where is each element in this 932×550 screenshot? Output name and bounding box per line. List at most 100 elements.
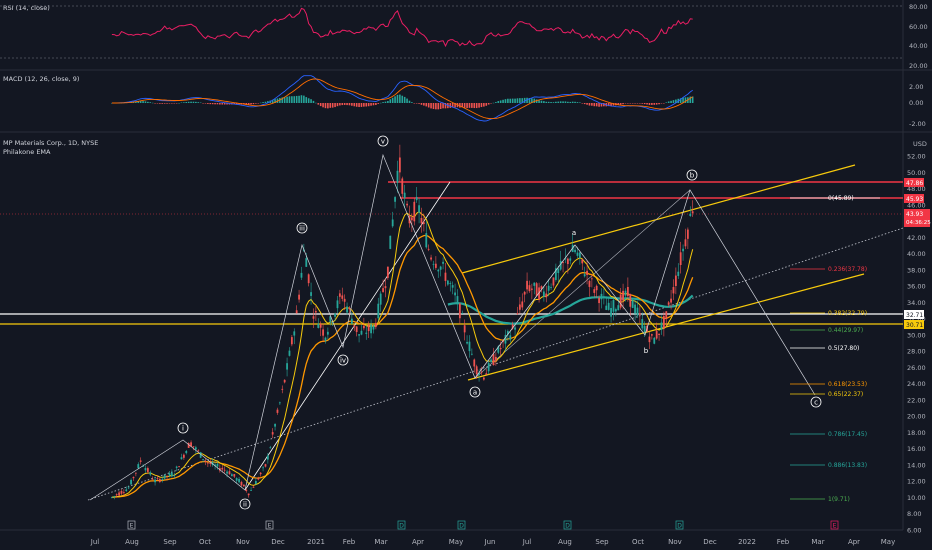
dividend-marker[interactable] [457,520,466,530]
rsi-tick: 20.00 [909,62,928,70]
channel-top-line[interactable] [461,164,856,274]
wave-label-iv: iv [340,357,346,365]
candle-body [338,293,341,297]
macd-bar [581,103,584,104]
candle-body [312,316,315,319]
macd-bar [420,103,423,105]
macd-bar [459,103,461,108]
macd-bar [607,103,610,107]
macd-bar [418,103,420,104]
wave-labels: i ii iii iv v a b c a b [177,135,822,510]
candle-body [497,346,500,353]
time-axis[interactable]: Jul Aug Sep Oct Nov Dec 2021 Feb Mar Apr May Jun Jul… [90,538,895,546]
dividend-marker[interactable] [563,520,572,530]
earnings-marker[interactable] [265,520,274,530]
candle-body [516,313,519,315]
macd-bar [295,95,298,103]
candle-body [425,233,428,248]
candle-body [290,337,293,345]
candle-body [538,287,540,300]
macd-bar [555,101,557,103]
wave-circle[interactable] [810,396,822,408]
macd-bar [567,101,569,103]
event-label: E [833,523,837,530]
candle-body [401,178,404,194]
dividend-marker[interactable] [397,520,406,530]
macd-bar [461,103,464,108]
wave-circle[interactable] [239,498,251,510]
macd-bar [219,103,221,105]
candle-body [499,347,502,350]
wave-circle[interactable] [337,354,349,366]
wave-circle[interactable] [177,422,189,434]
macd-bar [195,101,197,103]
macd-bar [533,98,536,103]
macd-bar [507,98,509,103]
candle-body [113,496,116,497]
macd-bar [197,102,200,103]
wave-circle[interactable] [686,169,698,181]
wave-label-v: v [381,138,385,146]
macd-bar [255,103,257,104]
macd-bar [382,102,384,103]
macd-bar [377,103,380,104]
wave-circle[interactable] [296,222,308,234]
candle-body [614,309,617,312]
macd-bar [111,103,113,104]
candle-body [262,467,264,469]
candle-body [182,454,185,458]
candle-body [593,289,596,293]
time-tick: Dec [271,538,285,546]
candle-body [458,303,461,319]
candle-body [115,494,118,496]
wave-circle[interactable] [377,135,389,147]
time-tick: Aug [558,538,572,546]
time-tick: Apr [848,538,860,546]
macd-bar [665,102,668,103]
fib-retracement[interactable]: 0(45.89) 0.236(37.78) 0.382(32.79) 0.44(… [790,195,880,503]
dividend-marker[interactable] [675,520,684,530]
time-tick: Sep [163,538,177,546]
candle-body [221,467,224,470]
candle-body [166,475,168,477]
price-tick: 42.00 [907,234,926,242]
macd-bar [168,103,171,104]
candle-body [216,463,219,467]
candle-body [643,325,646,333]
ema-21-line [111,210,694,498]
wave-circle[interactable] [469,386,481,398]
candle-body [485,373,488,375]
wave-label-b-circled: b [690,172,695,180]
macd-bar [202,103,204,104]
candle-body [209,462,212,464]
candle-body [542,291,545,297]
earnings-marker[interactable] [127,520,136,530]
candle-body [247,493,250,496]
earnings-marker[interactable] [830,520,839,530]
candle-body [137,464,140,469]
fib-label: 0.5(27.80) [828,345,859,352]
macd-bar [346,103,348,106]
candle-body [394,197,396,202]
macd-bar [550,102,552,103]
event-markers[interactable]: E E D D D D E [127,520,839,530]
time-tick: Mar [811,538,824,546]
macd-bar [372,103,375,106]
rsi-pane: RSI (14, close) 80.00 60.00 40.00 20.00 [0,3,928,70]
price-tick: 26.00 [907,364,926,372]
candle-body [283,379,286,383]
time-tick: 2021 [307,538,325,546]
candle-body [398,157,401,173]
candle-body [564,258,567,260]
candle-body [461,313,464,314]
candle-body [230,474,233,477]
time-tick: Nov [236,538,250,546]
candle-body [427,248,430,250]
price-badge [904,178,924,187]
elliott-wave-path[interactable] [89,153,816,501]
macd-bar [509,98,512,103]
candle-body [679,252,682,265]
macd-bar [526,97,528,103]
macd-bar [622,103,624,105]
